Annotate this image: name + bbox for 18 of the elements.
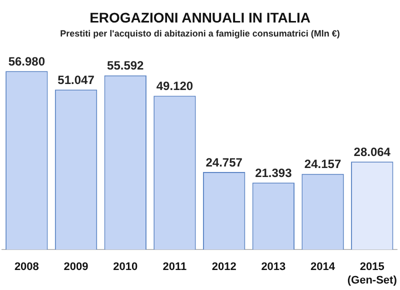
x-tick-label: 2015 (Gen-Set) [347, 261, 398, 286]
chart-title: EROGAZIONI ANNUALI IN ITALIA [90, 9, 310, 26]
data-label: 56.980 [8, 54, 46, 68]
x-tick-label: 2011 [162, 261, 187, 274]
data-label: 49.120 [156, 79, 194, 94]
x-tick-label: 2008 [14, 261, 39, 274]
x-tick-label: 2010 [113, 261, 138, 274]
x-tick-label: 2013 [261, 261, 286, 274]
x-tick-label: 2012 [212, 261, 236, 274]
chart-subtitle: Prestiti per l'acquisto di abitazioni a famiglie consumatrici (Mln €) [60, 28, 340, 39]
data-label: 28.064 [354, 144, 391, 159]
data-label: 21.393 [255, 166, 292, 180]
data-label: 55.592 [107, 58, 144, 73]
x-tick-label: 2009 [64, 261, 88, 274]
data-label: 24.757 [206, 155, 243, 170]
x-tick-label: 2014 [310, 261, 336, 274]
data-label: 24.157 [304, 157, 342, 172]
data-label: 51.047 [58, 72, 95, 87]
